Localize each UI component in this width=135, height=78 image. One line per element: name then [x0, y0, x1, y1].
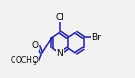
- Text: 3: 3: [33, 61, 36, 66]
- Text: Br: Br: [92, 33, 101, 42]
- Text: N: N: [57, 49, 63, 58]
- Text: OCH3: OCH3: [10, 56, 32, 65]
- Text: OCH: OCH: [15, 56, 32, 65]
- Text: O: O: [32, 56, 38, 65]
- Text: Cl: Cl: [55, 13, 64, 22]
- Text: O: O: [32, 41, 38, 50]
